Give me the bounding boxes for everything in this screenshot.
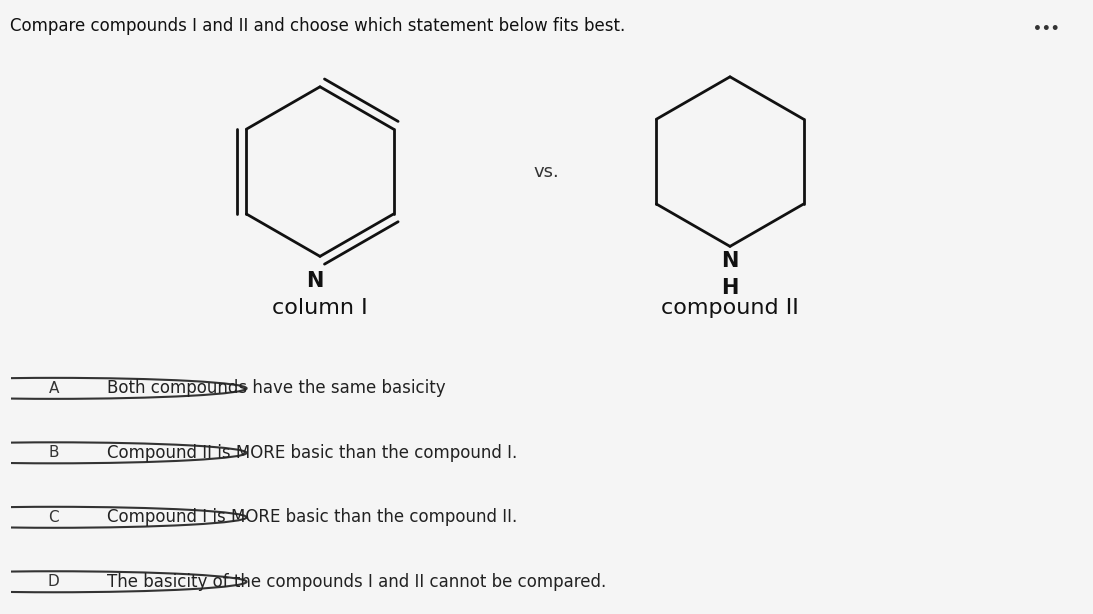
Text: D: D: [48, 574, 60, 589]
Text: •••: •••: [1033, 22, 1060, 36]
Text: Compare compounds I and II and choose which statement below fits best.: Compare compounds I and II and choose wh…: [10, 17, 625, 35]
Text: B: B: [48, 445, 59, 460]
Text: vs.: vs.: [533, 163, 559, 181]
Text: Both compounds have the same basicity: Both compounds have the same basicity: [107, 379, 446, 397]
Text: column I: column I: [272, 298, 368, 318]
Text: A: A: [48, 381, 59, 396]
Text: N: N: [721, 251, 739, 271]
Text: C: C: [48, 510, 59, 525]
Text: Compound I is MORE basic than the compound II.: Compound I is MORE basic than the compou…: [107, 508, 518, 526]
Text: H: H: [721, 278, 739, 298]
Text: The basicity of the compounds I and II cannot be compared.: The basicity of the compounds I and II c…: [107, 573, 607, 591]
Text: Compound II is MORE basic than the compound I.: Compound II is MORE basic than the compo…: [107, 444, 518, 462]
Text: compound II: compound II: [661, 298, 799, 318]
Text: N: N: [306, 271, 324, 291]
